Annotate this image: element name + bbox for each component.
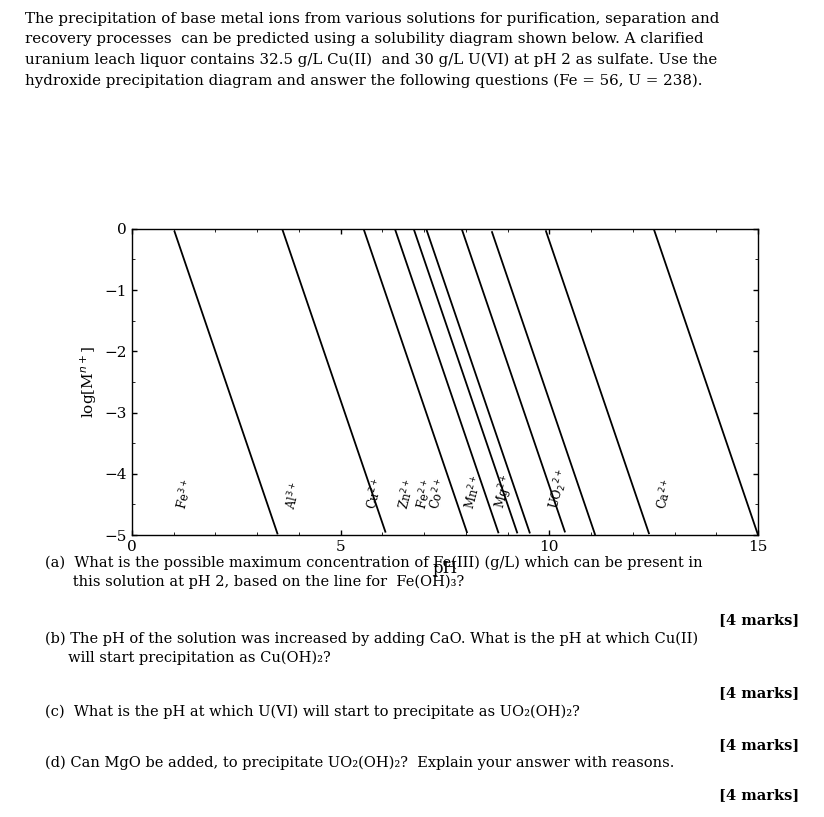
Text: [4 marks]: [4 marks] xyxy=(719,613,799,627)
Text: Ca$^{2+}$: Ca$^{2+}$ xyxy=(653,476,678,511)
Text: [4 marks]: [4 marks] xyxy=(719,738,799,752)
Text: (b) The pH of the solution was increased by adding CaO. What is the pH at which : (b) The pH of the solution was increased… xyxy=(45,632,699,665)
X-axis label: pH: pH xyxy=(433,560,457,577)
Text: [4 marks]: [4 marks] xyxy=(719,788,799,802)
Text: Cu$^{2+}$: Cu$^{2+}$ xyxy=(363,475,388,511)
Text: Fe$^{3+}$: Fe$^{3+}$ xyxy=(174,477,198,511)
Text: (a)  What is the possible maximum concentration of Fe(III) (g/L) which can be pr: (a) What is the possible maximum concent… xyxy=(45,556,703,589)
Text: (c)  What is the pH at which U(VI) will start to precipitate as UO₂(OH)₂?: (c) What is the pH at which U(VI) will s… xyxy=(45,705,580,720)
Text: [4 marks]: [4 marks] xyxy=(719,686,799,700)
Text: Mg$^{2+}$: Mg$^{2+}$ xyxy=(491,472,519,511)
Y-axis label: log[M$^{n+}$]: log[M$^{n+}$] xyxy=(78,346,99,418)
Text: Co$^{2+}$: Co$^{2+}$ xyxy=(426,476,450,511)
Text: UO$_2$$^{2+}$: UO$_2$$^{2+}$ xyxy=(545,467,574,511)
Text: Al$^{3+}$: Al$^{3+}$ xyxy=(282,480,305,511)
Text: Mn$^{2+}$: Mn$^{2+}$ xyxy=(461,473,487,511)
Text: Zn$^{2+}$: Zn$^{2+}$ xyxy=(395,476,419,511)
Text: The precipitation of base metal ions from various solutions for purification, se: The precipitation of base metal ions fro… xyxy=(25,12,719,87)
Text: (d) Can MgO be added, to precipitate UO₂(OH)₂?  Explain your answer with reasons: (d) Can MgO be added, to precipitate UO₂… xyxy=(45,756,675,770)
Text: Fe$^{2+}$: Fe$^{2+}$ xyxy=(414,477,438,511)
